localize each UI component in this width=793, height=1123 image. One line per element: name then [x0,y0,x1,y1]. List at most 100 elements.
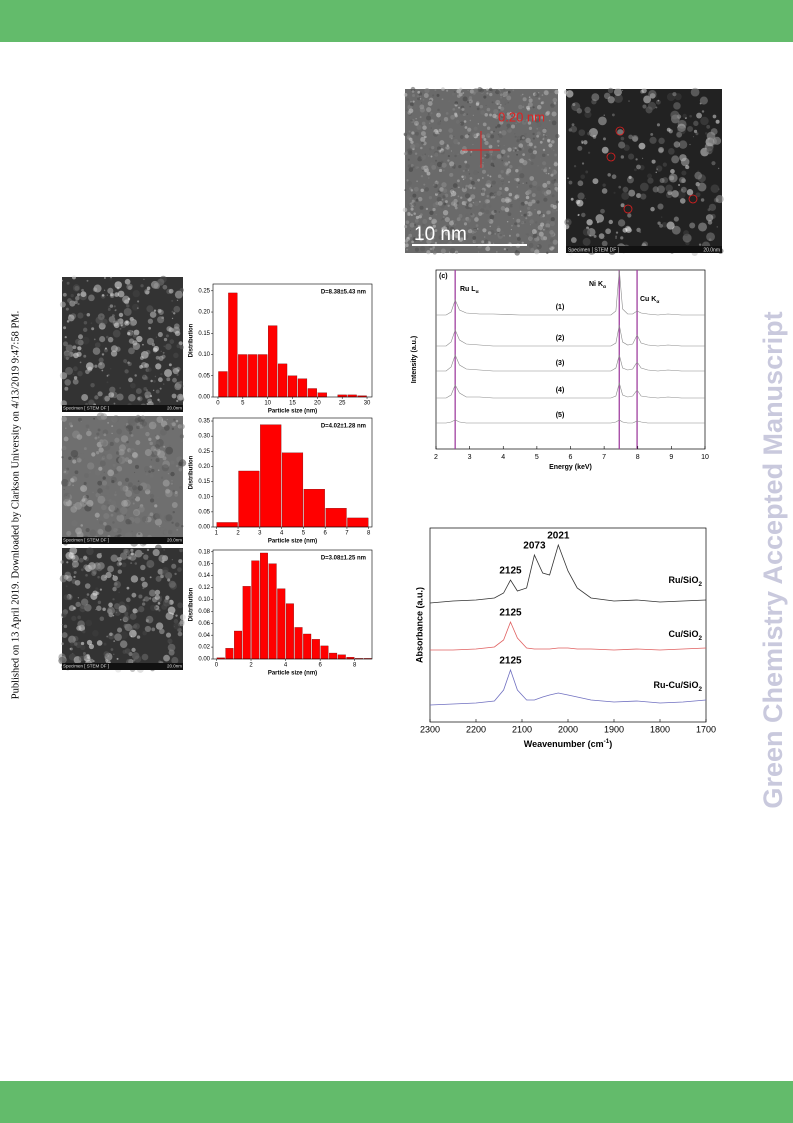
texture [165,595,170,600]
texture [116,465,123,472]
texture [448,143,452,148]
texture [628,189,636,197]
texture [90,322,93,325]
y-tick-label: 0.25 [198,288,210,294]
plot-frame [435,269,706,450]
texture [77,615,82,620]
texture [550,233,554,238]
texture [462,96,468,102]
texture [419,246,426,252]
texture [171,563,177,569]
x-tick-label: 6 [323,531,327,537]
y-tick-label: 0.00 [198,395,210,401]
texture [64,470,67,473]
texture [141,516,149,523]
texture [91,452,96,457]
texture [117,556,122,562]
texture [97,600,102,605]
texture [409,222,415,228]
texture [174,522,180,527]
texture [123,307,132,316]
texture [527,206,531,211]
texture [542,148,546,152]
peak-label: 2125 [499,608,522,619]
y-tick-label: 0.15 [198,331,210,337]
texture [173,305,181,313]
texture [673,216,679,222]
texture [431,145,435,150]
texture [417,224,421,228]
texture [512,89,515,92]
texture [142,552,144,555]
texture [66,561,69,564]
texture [73,376,78,380]
lattice-label: 0.20 nm [498,109,545,124]
texture [140,564,146,571]
scale: 20.0nm [167,664,182,669]
texture [419,98,422,100]
texture [162,456,167,461]
texture [97,436,100,439]
texture [655,165,663,172]
texture [415,118,417,120]
texture [167,472,170,475]
texture [620,236,624,240]
texture [473,201,479,207]
texture [86,593,90,596]
texture [102,488,110,496]
texture [570,237,577,243]
texture [525,212,529,216]
texture [444,200,448,204]
texture [134,497,136,499]
texture [476,215,478,217]
texture [522,159,528,166]
texture [658,146,664,153]
texture [145,290,150,295]
texture [692,136,695,138]
bar [242,586,251,660]
texture [163,383,165,385]
scale: 20.0nm [703,247,720,253]
texture [577,180,584,187]
texture [421,102,423,104]
texture [158,609,161,612]
texture [655,106,658,109]
texture [76,434,83,440]
texture [94,342,101,348]
texture [534,117,540,123]
texture [406,179,409,182]
texture [515,249,518,252]
texture [531,193,536,198]
texture [64,379,71,386]
texture [497,225,500,229]
texture [151,516,154,518]
texture [512,146,516,150]
texture [141,602,146,606]
texture [679,154,687,162]
texture [142,374,146,378]
texture [128,377,133,383]
texture [472,143,474,146]
texture [100,492,103,494]
texture [496,154,502,159]
y-tick-label: 0.05 [198,373,210,379]
texture [65,585,68,588]
texture [180,440,184,443]
texture [718,188,720,190]
texture [511,116,513,119]
texture [584,197,586,200]
texture [427,101,433,107]
texture [80,568,84,572]
texture [155,355,160,360]
texture [543,90,549,96]
x-tick-label: 1900 [604,724,624,734]
texture [109,632,113,637]
texture [450,247,456,254]
texture [454,101,459,105]
texture [586,219,593,226]
texture [158,660,162,664]
texture [645,106,653,114]
texture [75,338,81,345]
x-tick-label: 15 [289,401,296,407]
texture [487,219,491,223]
